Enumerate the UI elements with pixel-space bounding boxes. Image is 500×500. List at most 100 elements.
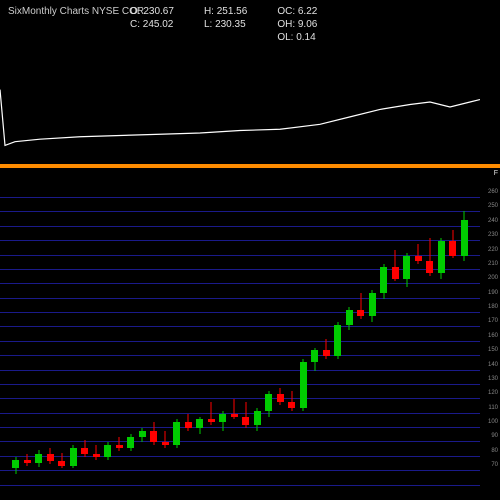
axis-label: 200 [488, 275, 498, 281]
stat-high: H: 251.56 [204, 6, 247, 17]
axis-label: 260 [488, 189, 498, 195]
candle-body [288, 402, 295, 408]
axis-label: 80 [491, 448, 498, 454]
candle [426, 198, 433, 500]
candle-body [127, 437, 134, 449]
candle-body [300, 362, 307, 408]
axis-label: 230 [488, 232, 498, 238]
candle-body [24, 460, 31, 463]
candle [162, 198, 169, 500]
candle [277, 198, 284, 500]
axis-label: 240 [488, 218, 498, 224]
candle [392, 198, 399, 500]
candle-body [311, 350, 318, 362]
axis-label: 210 [488, 261, 498, 267]
candle [334, 198, 341, 500]
stat-open: O: 230.67 [130, 6, 174, 17]
candle [185, 198, 192, 500]
line-chart-panel [0, 40, 480, 164]
candle-body [461, 220, 468, 256]
stat-oh: OH: 9.06 [277, 19, 317, 30]
chart-title: SixMonthly Charts NYSE COR [8, 6, 144, 17]
candle [346, 198, 353, 500]
axis-label: 90 [491, 433, 498, 439]
candle [93, 198, 100, 500]
candle-body [242, 417, 249, 426]
stat-close: C: 245.02 [130, 19, 174, 30]
candle-body [58, 461, 65, 465]
candle-body [162, 442, 169, 445]
price-line [0, 90, 480, 146]
candle [208, 198, 215, 500]
stat-oc: OC: 6.22 [277, 6, 317, 17]
candle [461, 198, 468, 500]
candle [173, 198, 180, 500]
candle-body [12, 460, 19, 469]
candle-body [426, 261, 433, 273]
candle [242, 198, 249, 500]
candle [35, 198, 42, 500]
candle-body [47, 454, 54, 461]
candle-wick [119, 437, 120, 451]
candle-body [334, 325, 341, 357]
axis-label: 140 [488, 362, 498, 368]
candle [449, 198, 456, 500]
candle [231, 198, 238, 500]
candle [12, 198, 19, 500]
candle [58, 198, 65, 500]
candle-body [93, 454, 100, 457]
axis-label: 70 [491, 462, 498, 468]
axis-label: 130 [488, 376, 498, 382]
candle-wick [165, 431, 166, 448]
candle-body [35, 454, 42, 463]
candle-body [254, 411, 261, 425]
candle-body [277, 394, 284, 403]
candle-body [392, 267, 399, 279]
axis-label: 170 [488, 318, 498, 324]
candle-body [265, 394, 272, 411]
candle [24, 198, 31, 500]
candle [357, 198, 364, 500]
candle [380, 198, 387, 500]
y-axis-labels: 7080901001101201301401501601701801902002… [480, 198, 498, 500]
candle-body [139, 431, 146, 437]
candle [139, 198, 146, 500]
candle [254, 198, 261, 500]
candle-body [380, 267, 387, 293]
candle [219, 198, 226, 500]
candle-body [346, 310, 353, 324]
candle [150, 198, 157, 500]
divider-tick: F [494, 170, 498, 177]
candle [47, 198, 54, 500]
candle-body [231, 414, 238, 417]
candle [265, 198, 272, 500]
stat-low: L: 230.35 [204, 19, 247, 30]
candle [288, 198, 295, 500]
candle-body [208, 419, 215, 422]
candle [323, 198, 330, 500]
candle [196, 198, 203, 500]
axis-label: 190 [488, 290, 498, 296]
candle-body [323, 350, 330, 356]
candle [415, 198, 422, 500]
ohlc-stats: O: 230.67 H: 251.56 OC: 6.22 C: 245.02 L… [130, 6, 317, 43]
axis-label: 180 [488, 304, 498, 310]
axis-label: 120 [488, 390, 498, 396]
candle-body [357, 310, 364, 316]
candle [81, 198, 88, 500]
candle-body [116, 445, 123, 448]
axis-label: 220 [488, 247, 498, 253]
candle-body [403, 256, 410, 279]
candle-body [173, 422, 180, 445]
panel-divider [0, 164, 500, 168]
axis-label: 110 [488, 405, 498, 411]
axis-label: 100 [488, 419, 498, 425]
candle-body [70, 448, 77, 465]
candle [116, 198, 123, 500]
candle-body [196, 419, 203, 428]
candle [438, 198, 445, 500]
axis-label: 250 [488, 203, 498, 209]
candle [70, 198, 77, 500]
candle [127, 198, 134, 500]
candle-chart-panel [0, 198, 480, 500]
